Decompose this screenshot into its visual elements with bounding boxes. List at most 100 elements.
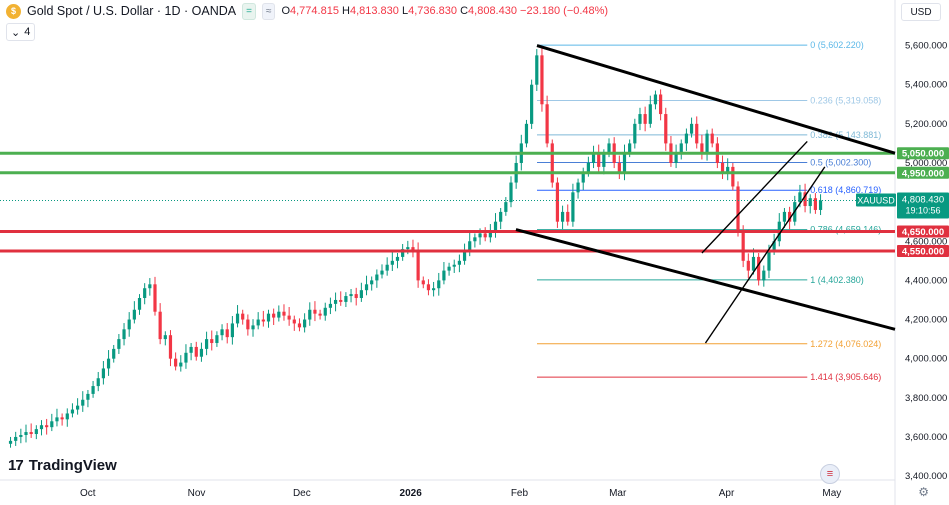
change-value: −23.180 (−0.48%) [520,5,609,17]
candle-body [204,339,209,349]
candle-body [720,162,725,173]
candle-body [282,311,286,316]
candle-body [390,260,394,265]
candle-body [24,432,28,435]
candle-body [757,256,761,281]
price-tick-label: 4,200.000 [905,315,947,326]
candle-body [76,405,80,410]
candle-body [726,166,730,173]
candle-body [576,182,580,193]
candle-body [106,358,111,369]
trendline-wedge-upper [701,140,808,254]
candle-body [468,241,472,252]
price-tick-label: 4,600.000 [905,236,947,247]
candle-body [437,280,441,289]
fib-level-label: 1.414 (3,905.646) [810,372,881,382]
candle-body [168,335,173,359]
candle-body [158,311,162,340]
candle-body [426,284,431,291]
candle-body [112,348,116,359]
candle-body [189,346,193,353]
candle-body [628,143,632,154]
chevron-down-icon: ⌄ [11,26,21,39]
horizontal-level-label: 4,550.000 [902,247,944,258]
candle-body [782,211,787,222]
candle-body [266,313,271,322]
price-tick-label: 4,400.000 [905,275,947,286]
wave-icon[interactable]: ≈ [261,2,276,20]
candle-body [91,386,95,394]
candle-body [122,329,126,340]
candle-body [163,335,167,340]
candle-body [313,309,317,314]
candle-body [132,309,136,320]
currency-button[interactable]: USD [901,3,941,21]
candle-body [199,348,204,357]
us-flag-icon[interactable]: ≡ [820,464,840,484]
candle-body [339,299,343,302]
horizontal-level-tag [897,225,949,238]
horizontal-level-label: 4,650.000 [902,227,944,238]
candle-body [550,143,554,183]
candle-body [235,313,240,324]
candle-body [664,114,668,144]
candle-body [540,55,544,105]
candle-body [411,247,415,252]
trendline-channel-lower [515,228,896,331]
candle-body [617,162,621,173]
candle-body [344,296,348,302]
candle-body [684,133,689,144]
horizontal-level-label: 5,050.000 [902,149,944,160]
candle-body [462,251,467,261]
gear-icon[interactable]: ⚙ [918,485,929,499]
time-tick-label: Oct [80,488,96,499]
candle-body [798,192,802,203]
chart-header: $ Gold Spot / U.S. Dollar · 1D · OANDA =… [0,0,896,22]
fib-level-label: 0.786 (4,659.146) [810,225,881,235]
candle-body [323,307,327,316]
candle-body [813,198,817,210]
symbol-title[interactable]: Gold Spot / U.S. Dollar · 1D · OANDA [27,4,237,18]
candle-body [504,202,508,212]
time-tick-label: Nov [188,488,206,499]
candle-body [566,211,570,222]
candle-body [303,319,307,328]
low-value: 4,736.830 [408,5,458,17]
candle-body [679,143,683,154]
candle-body [473,237,477,242]
price-tick-label: 3,600.000 [905,432,947,443]
candle-body [333,299,338,304]
time-tick-label: Apr [719,488,735,499]
candle-body [60,417,64,420]
candle-body [452,264,456,267]
candle-body [127,319,131,330]
candle-body [509,182,513,203]
horizontal-level-tag [897,245,949,258]
indicator-count: 4 [24,26,31,38]
candle-body [230,323,234,338]
candle-body [700,143,704,154]
time-tick-label: Mar [609,488,627,499]
close-label: C [460,5,469,17]
horizontal-level-label: 4,950.000 [902,168,944,179]
candle-body [695,123,699,144]
tradingview-mark-icon: 17 [8,457,24,474]
time-tick-label: May [822,488,841,499]
market-status-icon[interactable]: = [242,2,256,20]
tradingview-logo[interactable]: 17 TradingView [8,457,117,474]
candle-body [19,434,23,437]
candle-body [648,104,652,124]
candle-body [643,114,647,124]
indicators-toggle[interactable]: ⌄ 4 [6,23,36,41]
trendline-wedge-lower [704,166,826,344]
candle-body [406,247,410,250]
candle-body [256,319,260,326]
candle-body [194,346,198,357]
candle-body [586,162,590,173]
horizontal-level-tag [897,147,949,160]
fib-level-label: 0.236 (5,319.058) [810,96,881,106]
candle-body [261,319,265,322]
candle-body [591,153,596,163]
candle-body [137,298,142,310]
